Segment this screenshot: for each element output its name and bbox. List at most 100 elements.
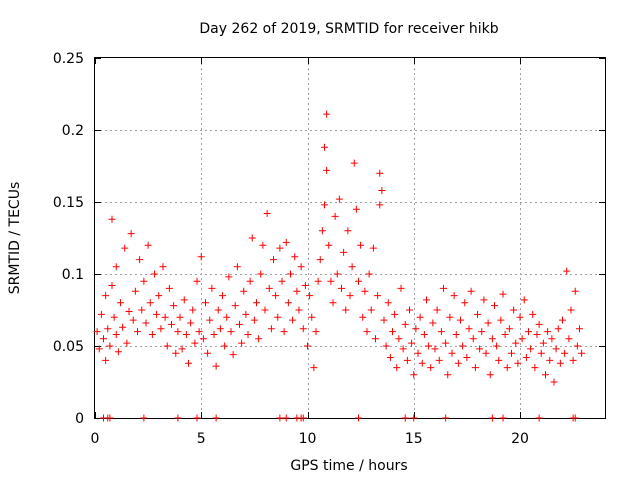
data-point — [554, 325, 562, 333]
data-point — [433, 306, 441, 314]
data-point — [221, 342, 229, 350]
data-point — [493, 342, 501, 350]
data-point — [539, 339, 547, 347]
data-point — [304, 342, 311, 350]
data-point — [276, 244, 284, 252]
data-point — [408, 339, 416, 347]
data-point — [142, 319, 150, 327]
data-point — [187, 319, 195, 327]
data-point — [259, 241, 267, 249]
data-point — [127, 230, 135, 238]
data-point — [212, 362, 220, 370]
data-point — [165, 284, 173, 292]
data-point — [323, 110, 331, 118]
data-point — [569, 356, 577, 364]
data-point — [168, 320, 175, 328]
data-points — [93, 110, 586, 422]
data-point — [503, 364, 511, 372]
chart-title: Day 262 of 2019, SRMTID for receiver hik… — [199, 21, 498, 37]
data-point — [550, 378, 558, 386]
data-point — [559, 316, 566, 324]
data-point — [522, 354, 530, 362]
data-point — [289, 316, 297, 324]
data-point — [448, 349, 456, 357]
data-point — [467, 287, 475, 295]
data-point — [182, 330, 190, 338]
data-point — [548, 335, 556, 343]
data-point — [355, 414, 362, 422]
data-point — [393, 364, 401, 372]
x-tick-label: 20 — [511, 431, 529, 447]
data-point — [442, 414, 450, 422]
data-point — [295, 306, 303, 314]
data-point — [442, 339, 450, 347]
y-axis-tick-labels: 0 0.05 0.1 0.15 0.2 0.25 — [53, 51, 84, 427]
data-point — [316, 256, 324, 264]
data-point — [450, 292, 458, 300]
data-point — [488, 414, 496, 422]
data-point — [359, 313, 367, 321]
data-point — [459, 342, 467, 350]
y-tick-label: 0 — [75, 411, 84, 427]
data-point — [123, 339, 131, 347]
data-point — [420, 330, 428, 338]
data-point — [151, 270, 158, 278]
data-point — [480, 296, 488, 304]
data-point — [280, 328, 288, 336]
data-point — [427, 364, 435, 372]
data-point — [248, 234, 256, 242]
y-axis-label: SRMTID / TECUs — [7, 182, 23, 295]
data-point — [161, 313, 169, 321]
data-point — [219, 292, 226, 300]
data-point — [478, 328, 486, 336]
axis-ticks — [95, 58, 605, 419]
data-point — [516, 313, 524, 321]
data-point — [505, 325, 513, 333]
data-point — [465, 325, 473, 333]
data-point — [323, 166, 331, 174]
data-point — [212, 414, 220, 422]
data-point — [437, 328, 445, 336]
grid — [95, 58, 605, 418]
data-point — [361, 287, 369, 295]
data-point — [531, 364, 539, 372]
data-point — [202, 299, 209, 307]
data-point — [310, 364, 318, 372]
data-point — [576, 325, 583, 333]
data-point — [214, 306, 222, 314]
data-point — [514, 359, 522, 367]
x-tick-label: 15 — [405, 431, 423, 447]
data-point — [174, 414, 182, 422]
data-point — [112, 263, 120, 271]
data-point — [208, 284, 216, 292]
data-point — [542, 371, 549, 379]
data-point — [520, 296, 528, 304]
data-point — [482, 349, 490, 357]
data-point — [338, 284, 345, 292]
data-point — [380, 316, 388, 324]
data-point — [157, 325, 165, 333]
x-tick-label: 0 — [91, 431, 100, 447]
data-point — [231, 302, 239, 310]
data-point — [372, 335, 379, 343]
data-point — [471, 364, 479, 372]
data-point — [567, 306, 575, 314]
data-point — [244, 330, 252, 338]
data-point — [410, 414, 418, 422]
data-point — [510, 306, 518, 314]
data-point — [573, 342, 581, 350]
data-point — [440, 284, 447, 292]
data-point — [199, 335, 207, 343]
data-point — [236, 320, 243, 328]
data-point — [423, 296, 430, 304]
data-point — [552, 345, 560, 353]
data-point — [253, 299, 260, 307]
data-point — [533, 330, 541, 338]
data-point — [395, 335, 403, 343]
data-point — [418, 359, 426, 367]
data-point — [233, 263, 241, 271]
data-point — [401, 320, 409, 328]
data-point — [110, 313, 118, 321]
data-point — [136, 256, 144, 264]
data-point — [306, 292, 314, 300]
